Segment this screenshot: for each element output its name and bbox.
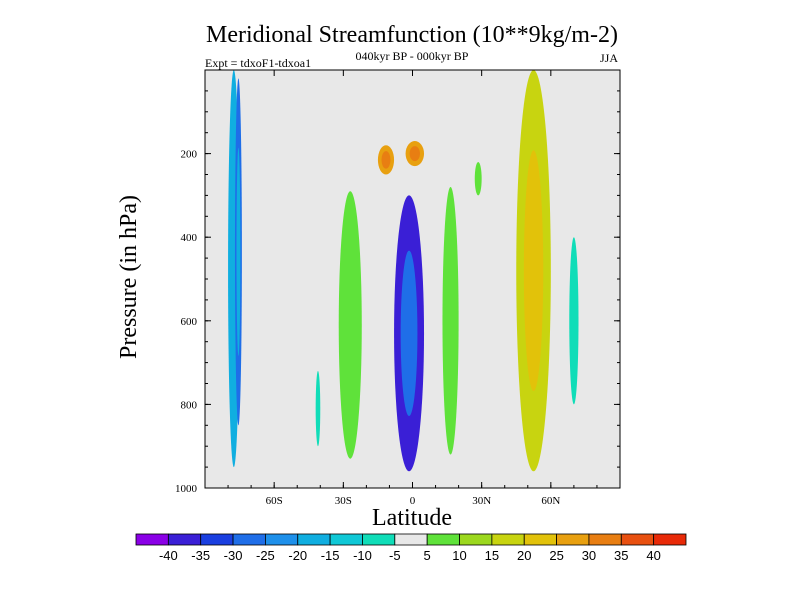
- legend-swatch: [653, 533, 687, 546]
- legend-label: 20: [517, 548, 531, 563]
- legend-label: 10: [452, 548, 466, 563]
- contour-core-nh-jet-band: [523, 150, 544, 392]
- legend-swatch: [556, 533, 590, 546]
- legend-label: 30: [582, 548, 596, 563]
- legend-label: -20: [288, 548, 307, 563]
- chart-title: Meridional Streamfunction (10**9kg/m-2): [206, 22, 618, 48]
- legend-label: -15: [321, 548, 340, 563]
- x-tick-label: 30N: [472, 495, 491, 507]
- y-tick-label: 1000: [175, 483, 198, 495]
- x-tick-label: 60N: [541, 495, 560, 507]
- legend-swatch: [588, 533, 622, 546]
- expt-label: Expt = tdxoF1-tdxoa1: [205, 56, 311, 70]
- contour-sh-midlat-strip: [315, 370, 321, 447]
- legend-label: -40: [159, 548, 178, 563]
- legend-swatch: [491, 533, 525, 546]
- legend-label: 35: [614, 548, 628, 563]
- legend-swatch: [459, 533, 493, 546]
- axes: 60S 30S 0 30N 60N 200 400 600 800 1000: [175, 69, 621, 507]
- x-tick-label: 30S: [335, 495, 352, 507]
- legend-label: -25: [256, 548, 275, 563]
- contour-core-sh-polar-core: [236, 147, 241, 356]
- color-legend: -40 -35 -30 -25 -20 -15 -10 -5 5 10 15 20 25 30 35 40: [135, 533, 687, 563]
- legend-swatch: [232, 533, 266, 546]
- y-tick-label: 200: [181, 149, 198, 161]
- season-label: JJA: [600, 51, 618, 65]
- contour-nh-midlat-strip: [474, 161, 482, 196]
- legend-swatch: [362, 533, 396, 546]
- legend-label: -5: [389, 548, 401, 563]
- y-tick-label: 600: [181, 316, 198, 328]
- contour-nh-polar-strip: [569, 237, 579, 405]
- contour-nh-subtropic-band: [442, 187, 459, 455]
- y-tick-label: 800: [181, 399, 198, 411]
- legend-swatch: [426, 533, 460, 546]
- legend-swatch: [620, 533, 655, 546]
- legend-label: -30: [224, 548, 243, 563]
- legend-swatch: [297, 533, 331, 546]
- contour-core-equatorial-cell: [400, 250, 418, 417]
- y-axis-label: Pressure (in hPa): [116, 195, 142, 359]
- contour-sh-subtropic-band: [338, 191, 362, 459]
- legend-label: 40: [646, 548, 660, 563]
- legend-swatch: [200, 533, 234, 546]
- legend-label: -10: [353, 548, 372, 563]
- legend-swatch: [265, 533, 299, 546]
- y-tick-label: 400: [181, 232, 198, 244]
- legend-swatch: [523, 533, 557, 546]
- contour-core-upper-jet-south: [381, 151, 391, 169]
- legend-swatch: [329, 533, 363, 546]
- chart-subtitle: 040kyr BP - 000kyr BP: [356, 49, 469, 63]
- x-tick-label: 0: [410, 495, 416, 507]
- x-tick-label: 60S: [266, 495, 283, 507]
- x-axis-label: Latitude: [372, 505, 452, 531]
- legend-label: 5: [424, 548, 431, 563]
- contour-layer: [228, 70, 579, 472]
- legend-label: 15: [485, 548, 499, 563]
- legend-swatch: [394, 533, 428, 546]
- legend-swatch: [167, 533, 202, 546]
- contour-core-upper-jet-north: [409, 146, 420, 162]
- legend-label: 25: [549, 548, 563, 563]
- legend-label: -35: [191, 548, 210, 563]
- legend-swatch: [135, 533, 169, 546]
